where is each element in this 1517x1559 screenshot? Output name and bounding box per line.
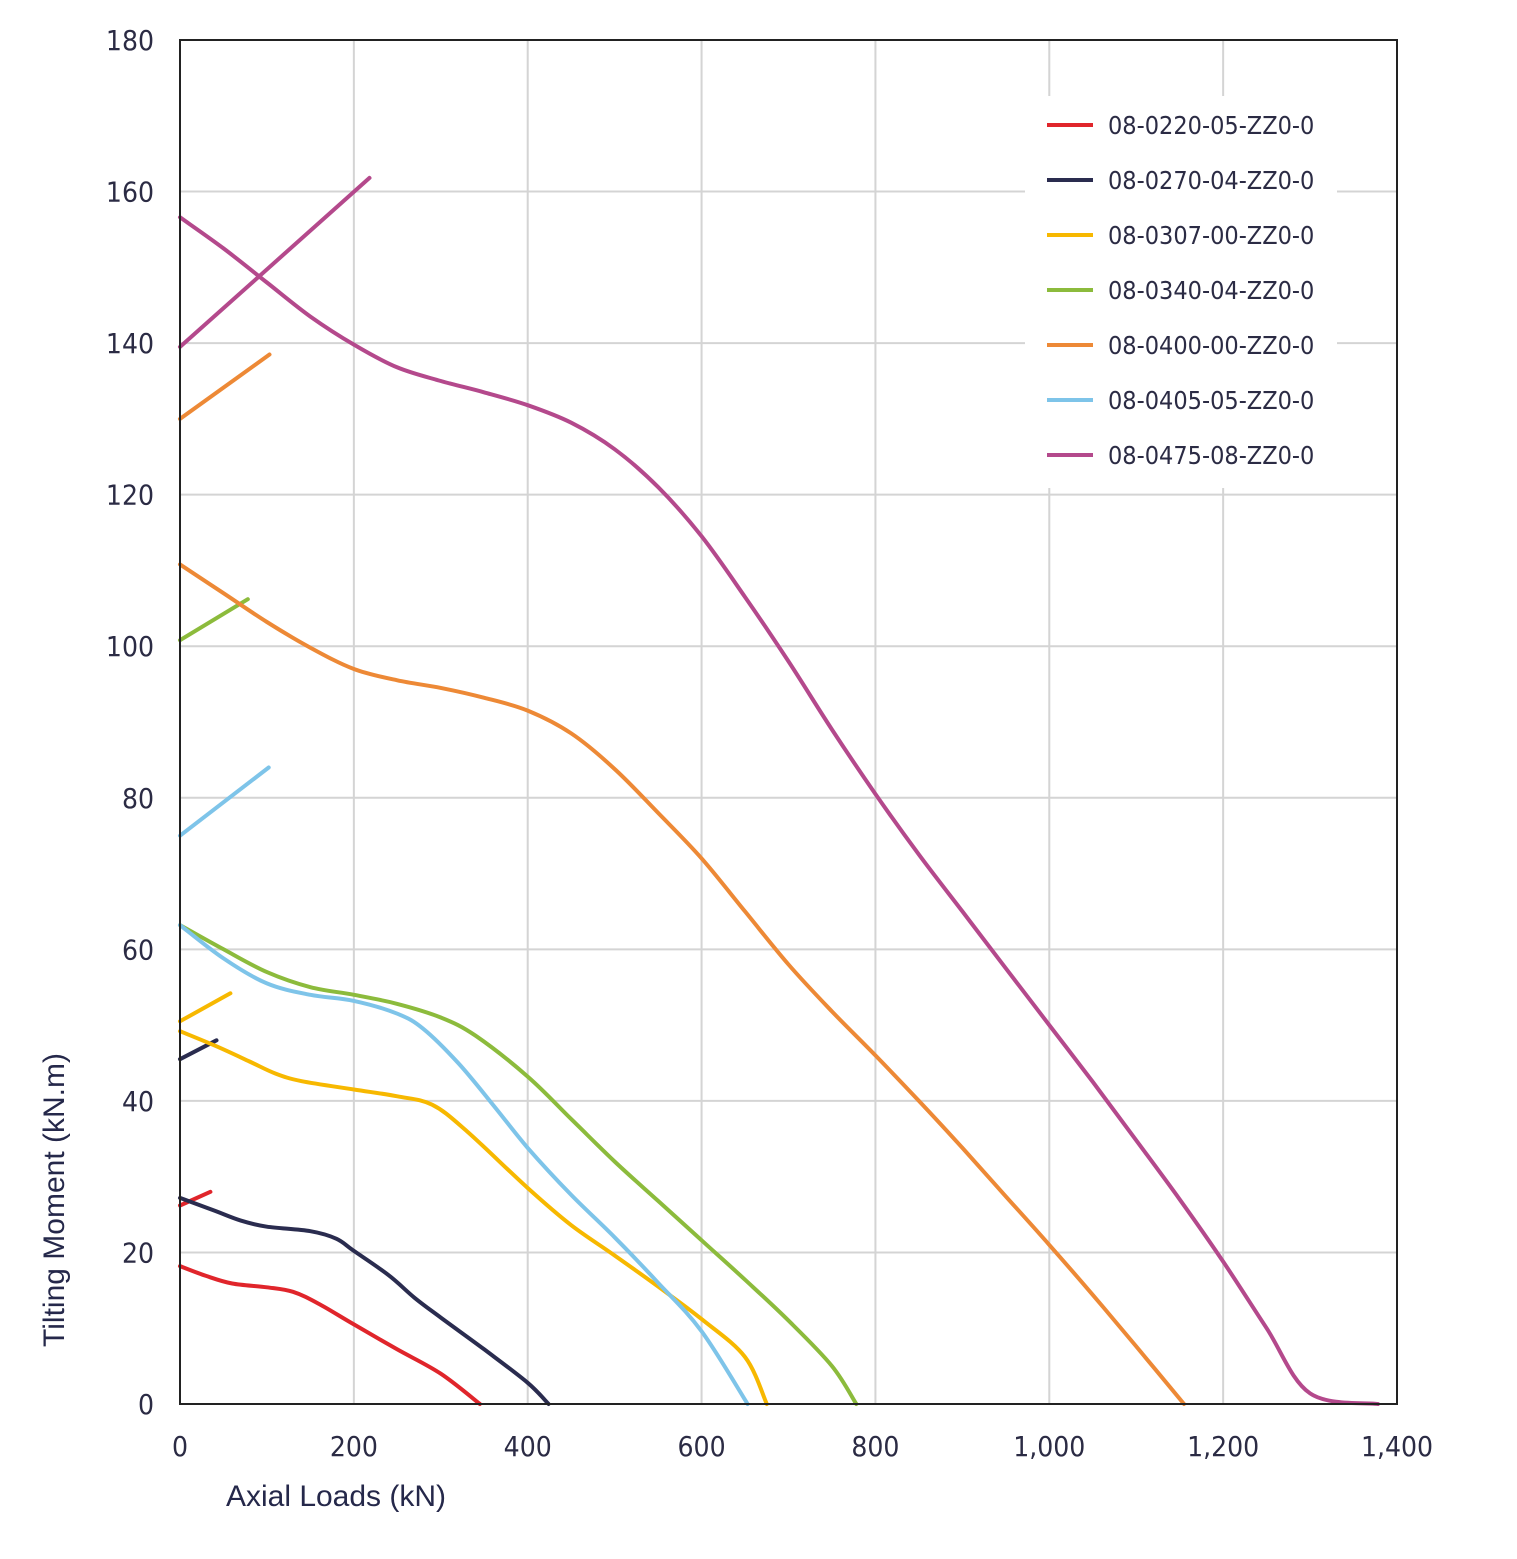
legend-label: 08-0220-05-ZZ0-0	[1108, 111, 1314, 140]
x-tick-label: 1,000	[1013, 1430, 1085, 1463]
x-tick-label: 400	[504, 1430, 552, 1463]
legend-label: 08-0475-08-ZZ0-0	[1108, 441, 1314, 470]
y-tick-label: 180	[106, 24, 154, 57]
y-axis-title: Tilting Moment (kN.m)	[38, 1053, 71, 1347]
x-tick-label: 1,200	[1187, 1430, 1259, 1463]
y-tick-label: 40	[122, 1085, 154, 1118]
x-tick-label: 0	[172, 1430, 188, 1463]
y-tick-label: 80	[122, 782, 154, 815]
y-axis-tick-labels: 0 20 40 60 80 100 120 140 160 180	[106, 24, 154, 1421]
y-tick-label: 20	[122, 1236, 154, 1269]
y-tick-label: 140	[106, 327, 154, 360]
series-line-08-0220-05-ZZ0-0	[178, 1189, 213, 1208]
y-tick-label: 0	[138, 1388, 154, 1421]
legend-label: 08-0340-04-ZZ0-0	[1108, 276, 1314, 305]
y-tick-label: 100	[106, 630, 154, 663]
x-tick-label: 600	[678, 1430, 726, 1463]
series-line-08-0340-04-ZZ0-0	[178, 597, 250, 643]
x-tick-label: 200	[330, 1430, 378, 1463]
series-curve-08-0270-04-ZZ0-0	[178, 1195, 551, 1406]
y-tick-label: 160	[106, 176, 154, 209]
legend-label: 08-0270-04-ZZ0-0	[1108, 166, 1314, 195]
legend-label: 08-0405-05-ZZ0-0	[1108, 386, 1314, 415]
legend: 08-0220-05-ZZ0-0 08-0270-04-ZZ0-0 08-0307-…	[1025, 96, 1337, 488]
y-tick-label: 120	[106, 479, 154, 512]
series-curve-08-0405-05-ZZ0-0	[178, 923, 750, 1406]
legend-label: 08-0307-00-ZZ0-0	[1108, 221, 1314, 250]
series-line-08-0475-08-ZZ0-0	[178, 175, 372, 349]
plot-frame	[179, 39, 1398, 1405]
x-tick-label: 1,400	[1361, 1430, 1433, 1463]
y-tick-label: 60	[122, 933, 154, 966]
series-line-08-0400-00-ZZ0-0	[178, 352, 272, 421]
x-axis-title: Axial Loads (kN)	[226, 1480, 446, 1513]
series-curve-08-0340-04-ZZ0-0	[178, 923, 859, 1406]
x-axis-tick-labels: 0 200 400 600 800 1,000 1,200 1,400	[172, 1430, 1433, 1463]
series-lines	[178, 175, 1380, 1406]
series-curve-08-0220-05-ZZ0-0	[178, 1264, 482, 1406]
series-line-08-0405-05-ZZ0-0	[178, 765, 271, 838]
x-tick-label: 800	[851, 1430, 899, 1463]
series-curve-08-0400-00-ZZ0-0	[178, 562, 1186, 1406]
series-curve-08-0475-08-ZZ0-0	[178, 215, 1380, 1406]
legend-label: 08-0400-00-ZZ0-0	[1108, 331, 1314, 360]
series-line-08-0307-00-ZZ0-0	[178, 991, 233, 1024]
